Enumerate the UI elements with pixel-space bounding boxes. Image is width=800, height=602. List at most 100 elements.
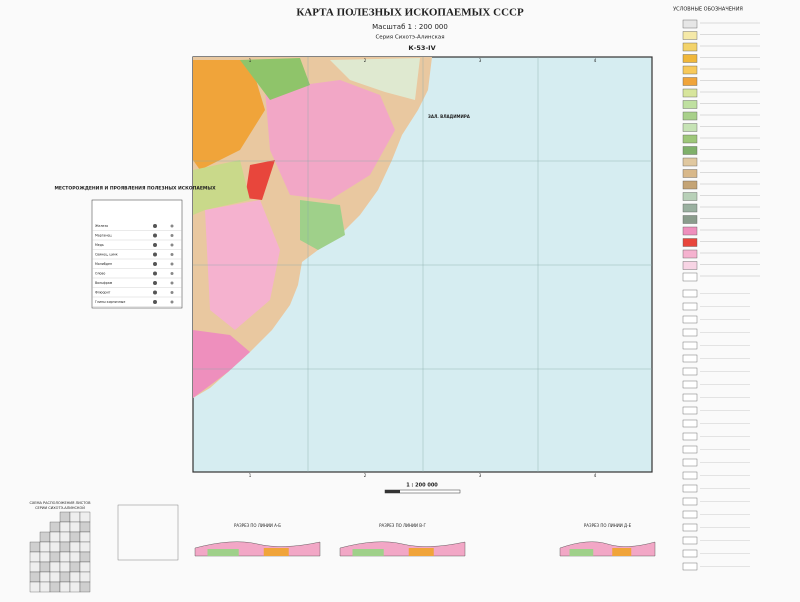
index-cell <box>79 531 91 543</box>
title: КАРТА ПОЛЕЗНЫХ ИСКОПАЕМЫХ СССР <box>296 7 524 19</box>
geo-unit <box>193 330 250 398</box>
deposits-table: МЕСТОРОЖДЕНИЯ И ПРОЯВЛЕНИЯ ПОЛЕЗНЫХ ИСКО… <box>54 186 216 309</box>
cross-sections: РАЗРЕЗ ПО ЛИНИИ А-Б РАЗРЕЗ ПО ЛИНИИ В-Г РА… <box>194 523 656 557</box>
deposit-symbol <box>153 233 157 238</box>
legend-symbol <box>682 289 698 298</box>
geo-unit <box>245 160 275 200</box>
deposit-symbol <box>153 243 157 247</box>
legend-swatch <box>682 261 698 270</box>
deposit-symbol <box>153 262 157 266</box>
index-cell <box>39 541 51 553</box>
legend-swatch <box>682 169 698 178</box>
index-cell <box>39 531 51 543</box>
scale-bar: 1 : 200 000 <box>384 483 461 494</box>
table-row-label: Олово <box>95 272 105 276</box>
index-cell <box>39 581 51 593</box>
index-cell <box>69 521 81 533</box>
deposit-symbol <box>153 271 157 276</box>
deposit-symbol <box>170 300 174 304</box>
index-cell <box>29 541 41 553</box>
index-cell <box>59 531 71 543</box>
index-cell <box>49 551 61 563</box>
grid-label: 1 <box>249 58 252 63</box>
legend-swatch <box>682 65 698 75</box>
legend-symbol <box>682 393 698 402</box>
deposit-symbol <box>170 234 174 237</box>
section-unit <box>569 549 594 556</box>
legend-swatch <box>682 31 698 40</box>
table-row-label: Медь <box>95 243 104 247</box>
legend-swatch <box>682 226 698 236</box>
index-cell <box>49 541 61 553</box>
index-cell <box>29 561 41 573</box>
location-scheme <box>117 504 179 561</box>
legend-symbol <box>682 354 698 363</box>
legend-swatch <box>682 272 698 282</box>
index-cell <box>79 551 91 563</box>
index-cell <box>69 581 81 593</box>
index-cell <box>29 551 41 563</box>
table-row-label: Флюорит <box>95 291 111 295</box>
legend-swatch <box>682 88 698 98</box>
table-frame <box>91 199 183 309</box>
legend-swatch <box>682 77 698 86</box>
legend-symbol <box>682 432 698 441</box>
section-unit <box>352 549 384 556</box>
map-frame: ЗАЛ. ВЛАДИМИРА <box>192 56 653 473</box>
legend-symbol <box>682 341 698 350</box>
index-cell <box>39 551 51 563</box>
legend-swatch <box>682 111 698 121</box>
legend-symbol <box>682 484 698 493</box>
table-row-label: Молибден <box>95 262 112 266</box>
legend-swatch <box>682 100 698 109</box>
index-cell <box>79 521 91 533</box>
deposit-symbol <box>153 252 157 257</box>
legend-swatch <box>682 180 698 190</box>
legend-swatch <box>682 54 698 63</box>
index-cell <box>79 541 91 553</box>
index-cell <box>49 571 61 583</box>
legend-symbol <box>682 445 698 454</box>
scale-ruler <box>385 490 400 493</box>
index-title: СЕРИИ СИХОТЭ-АЛИНСКОЙ <box>35 505 85 510</box>
deposit-symbol <box>170 272 174 275</box>
index-cell <box>59 571 71 583</box>
grid-label: 3 <box>479 58 482 63</box>
section-title: РАЗРЕЗ ПО ЛИНИИ В-Г <box>379 523 426 528</box>
deposit-symbol <box>170 243 174 247</box>
legend-swatch <box>682 238 698 247</box>
deposit-symbol <box>153 300 157 304</box>
legend-swatch <box>682 157 698 167</box>
grid-label: 2 <box>364 58 367 63</box>
index-cell <box>69 551 81 563</box>
legend-swatch <box>682 134 698 144</box>
grid-label: 4 <box>594 473 597 478</box>
index-cell <box>59 511 71 523</box>
index-cell <box>49 531 61 543</box>
index-cell <box>79 511 91 523</box>
legend-swatch <box>682 249 698 259</box>
index-cell <box>59 551 71 563</box>
grid-label: 4 <box>594 58 597 63</box>
deposit-symbol <box>153 281 157 285</box>
index-cell <box>69 561 81 573</box>
legend-swatch <box>682 203 698 213</box>
table-row-label: Железо <box>95 224 108 228</box>
legend-symbol <box>682 406 698 415</box>
index-cell <box>79 571 91 583</box>
series-text: Серия Сихотэ-Алинская <box>375 35 444 41</box>
index-cell <box>29 581 41 593</box>
index-cell <box>69 531 81 543</box>
legend: УСЛОВНЫЕ ОБОЗНАЧЕНИЯ <box>673 7 760 571</box>
legend-symbol <box>682 419 698 428</box>
index-cell <box>49 521 61 533</box>
index-cell <box>39 571 51 583</box>
legend-symbol <box>682 315 698 324</box>
index-cell <box>49 581 61 593</box>
geo-unit <box>193 60 265 170</box>
deposit-symbol <box>170 253 174 256</box>
grid-label: 3 <box>479 473 482 478</box>
section-unit <box>612 548 632 556</box>
legend-title: УСЛОВНЫЕ ОБОЗНАЧЕНИЯ <box>673 7 743 13</box>
